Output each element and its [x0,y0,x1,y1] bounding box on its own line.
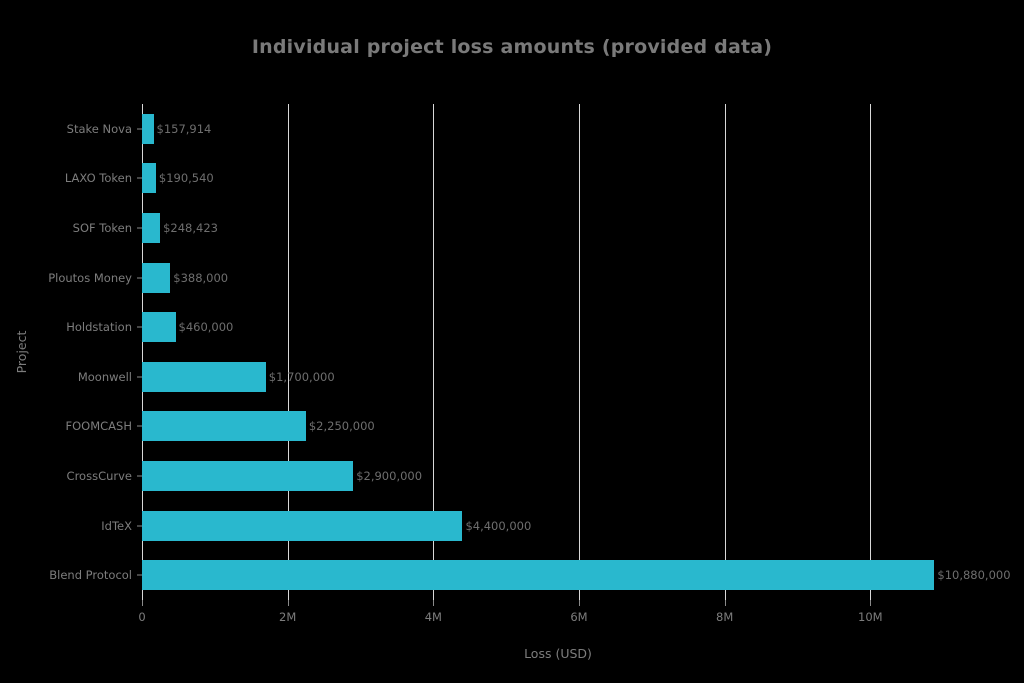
x-tick-mark-8M [724,600,726,606]
gridline-x-10M [870,104,872,600]
y-tick-label: Blend Protocol [49,568,132,583]
y-axis-label: Project [14,330,29,374]
y-tick-label: Moonwell [77,369,132,384]
bar [142,113,154,144]
y-tick-mark [137,574,142,576]
x-tick-label-6M: 6M [570,610,588,624]
y-tick-label: SOF Token [72,220,132,235]
bar [142,312,176,343]
x-tick-mark-10M [870,600,872,606]
y-tick-label: Ploutos Money [48,270,132,285]
x-tick-label-2M: 2M [279,610,297,624]
bar [142,212,161,243]
y-tick-label: Holdstation [66,320,132,335]
bar [142,262,171,293]
bar-row: IdTeX $4,400,000 [101,501,974,551]
y-tick-mark [137,425,142,427]
y-tick-label: FOOMCASH [65,419,132,434]
y-tick-label: CrossCurve [66,468,132,483]
bar [142,411,306,442]
y-tick-label: Stake Nova [66,121,132,136]
bar-row: Holdstation $460,000 [66,302,974,352]
y-tick-mark [137,475,142,477]
x-tick-label-10M: 10M [858,610,883,624]
bar-value-label: $460,000 [178,320,234,335]
bar-value-label: $190,540 [158,171,214,186]
y-tick-mark [137,177,142,179]
bar-row: Stake Nova $157,914 [67,104,974,154]
bar-value-label: $2,250,000 [308,419,375,434]
bar-row: Moonwell $1,700,000 [78,352,974,402]
bar-row: Ploutos Money $388,000 [48,253,974,303]
x-tick-mark-6M [578,600,580,606]
x-tick-label-8M: 8M [716,610,734,624]
bar-row: SOF Token $248,423 [73,203,974,253]
gridline-x-2M [287,104,289,600]
bar-value-label: $4,400,000 [465,518,532,533]
y-tick-mark [137,525,142,527]
gridline-x-4M [433,104,435,600]
y-tick-mark [137,326,142,328]
gridline-x-6M [578,104,580,600]
gridline-x-0 [142,104,143,600]
bar-value-label: $388,000 [173,270,229,285]
bar [142,460,354,491]
x-tick-label-0: 0 [138,610,146,624]
x-tick-label-4M: 4M [424,610,442,624]
x-tick-mark-4M [433,600,435,606]
bar-row: CrossCurve $2,900,000 [67,451,974,501]
x-axis-label: Loss (USD) [524,646,592,661]
bar-value-label: $1,700,000 [268,369,335,384]
bar-row: Blend Protocol $10,880,000 [49,550,1011,600]
y-tick-mark [137,227,142,229]
bar [142,510,463,541]
plot-area: Stake Nova $157,914 LAXO Token $190,540 SOF … [48,104,1011,600]
y-tick-label: IdTeX [101,518,132,533]
bar-value-label: $10,880,000 [937,568,1011,583]
bar-row: LAXO Token $190,540 [65,154,974,204]
x-tick-mark-0 [142,600,143,606]
chart-title: Individual project loss amounts (provide… [251,36,773,58]
bar [142,560,935,591]
bar-value-label: $2,900,000 [356,468,423,483]
bar-row: FOOMCASH $2,250,000 [66,402,974,452]
y-tick-mark [137,376,142,378]
gridline-x-8M [724,104,726,600]
y-tick-label: LAXO Token [64,171,132,186]
x-tick-mark-2M [287,600,289,606]
bar-value-label: $248,423 [163,220,218,235]
y-tick-mark [137,277,142,279]
bar [142,163,156,194]
bar [142,361,266,392]
y-tick-mark [137,128,142,130]
bar-value-label: $157,914 [156,121,212,136]
